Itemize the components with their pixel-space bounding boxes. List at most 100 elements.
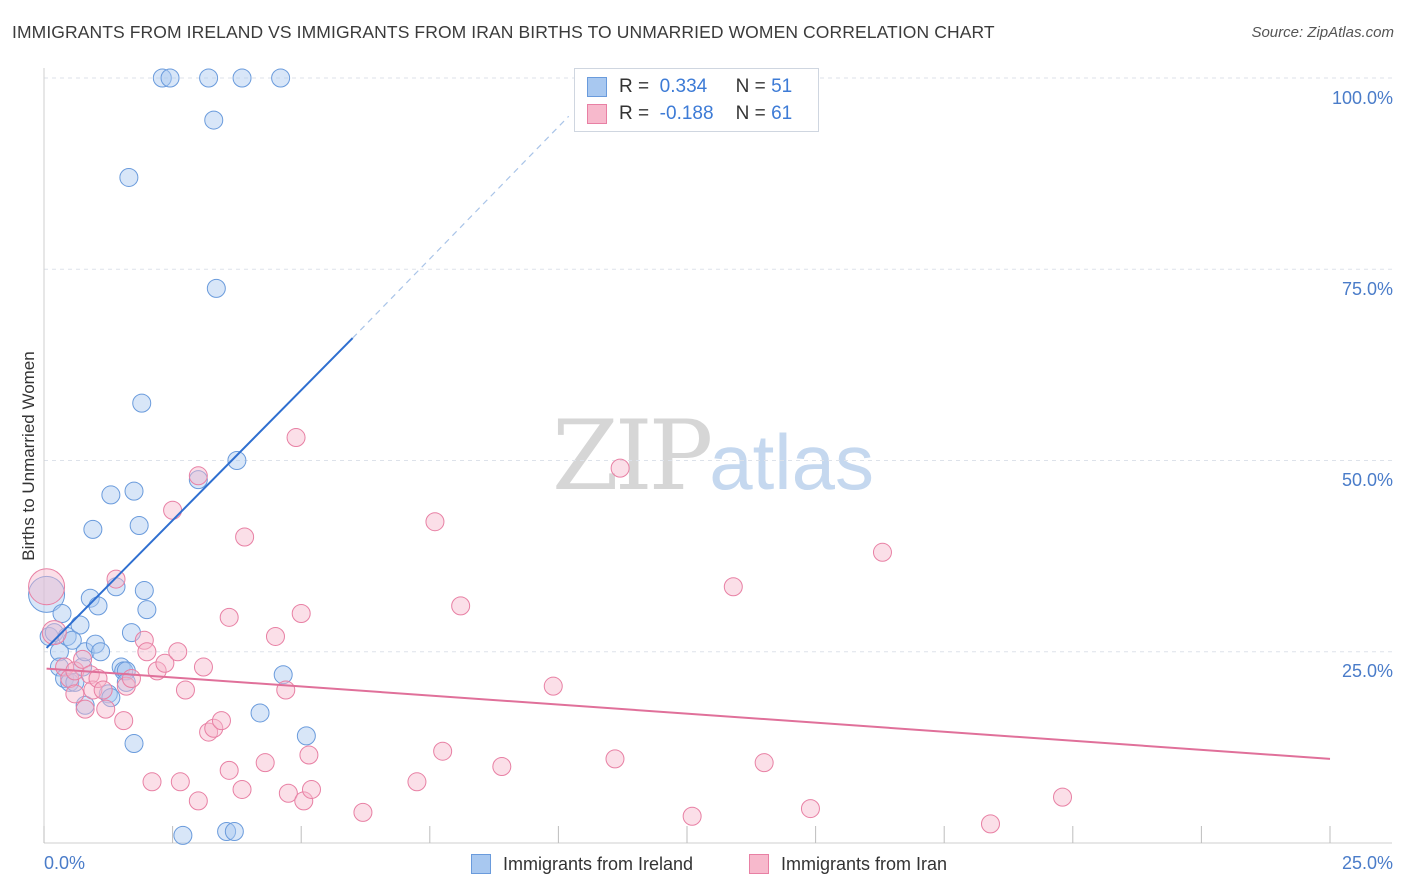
data-point-iran [682,806,702,826]
data-point-iran [301,779,321,799]
legend-n-value: 61 [771,103,793,124]
data-point-ireland [204,110,224,130]
chart-title: IMMIGRANTS FROM IRELAND VS IMMIGRANTS FR… [12,22,995,42]
data-point-iran [170,772,190,792]
watermark: ZIPatlas [552,400,874,512]
data-point-iran [235,527,255,547]
data-point-iran [286,428,306,448]
data-point-ireland [132,393,152,413]
data-point-iran [255,753,275,773]
y-tick-label: 25.0% [1342,661,1393,681]
data-point-ireland [224,822,244,842]
y-tick-label: 50.0% [1342,470,1393,490]
series-legend-ireland[interactable]: Immigrants from Ireland [471,852,693,876]
data-point-ireland [101,688,121,708]
data-point-iran [278,783,298,803]
data-point-iran [188,466,208,486]
data-points [28,68,1073,845]
data-point-ireland [124,734,144,754]
data-point-ireland [70,615,90,635]
data-point-iran [291,604,311,623]
data-point-ireland [75,642,95,662]
data-point-iran [28,568,66,606]
legend-n-value: 51 [771,76,793,97]
data-point-iran [204,718,224,738]
series-label-ireland: Immigrants from Ireland [503,853,694,874]
legend-n-label: N = [735,76,766,97]
data-point-iran [142,772,162,792]
data-point-ireland [137,600,157,620]
legend-r-label: R = [619,76,650,97]
data-point-ireland [80,588,100,608]
data-point-iran [265,626,285,646]
gridlines [44,77,1392,653]
correlation-legend: R = 0.334 N = 51 R = -0.188 N = 61 [574,68,819,132]
data-point-iran [980,814,1000,834]
data-point-iran [168,642,188,662]
trend-line-ireland [45,337,354,649]
data-point-ireland [91,642,111,662]
data-point-iran [55,657,75,677]
data-point-ireland [250,703,270,723]
data-point-ireland [119,167,139,187]
data-point-ireland [199,68,219,88]
data-point-ireland [101,485,121,505]
data-point-iran [175,680,195,700]
data-point-iran [75,699,95,719]
data-point-iran [433,741,453,761]
data-point-iran [605,749,625,769]
data-point-ireland [232,68,252,88]
legend-r-label: R = [619,103,650,124]
data-point-iran [294,791,314,811]
data-point-iran [88,669,108,689]
data-point-iran [155,653,175,673]
data-point-iran [83,680,103,700]
x-tick-label-min: 0.0% [44,853,85,873]
data-point-ireland [273,665,293,685]
data-point-iran [211,711,231,731]
data-point-iran [137,642,157,662]
x-tick-label-max: 25.0% [1342,853,1393,873]
data-point-iran [425,512,445,532]
data-point-ireland [217,822,237,842]
data-point-iran [188,791,208,811]
trend-lines [45,115,1331,760]
data-point-iran [219,607,239,627]
trend-line-iran [46,667,1331,760]
data-point-iran [163,500,183,520]
series-swatch-ireland [471,854,491,874]
data-point-iran [872,542,892,562]
data-point-iran [114,711,134,731]
data-point-ireland [227,451,247,470]
trend-line-extension-ireland [352,115,570,339]
data-point-ireland [134,581,154,601]
data-point-iran [407,772,427,792]
data-point-iran [451,596,471,616]
data-point-iran [353,802,373,822]
data-point-ireland [44,623,64,643]
data-point-iran [723,577,743,597]
data-point-iran [65,684,85,704]
legend-r-value: 0.334 [659,76,708,97]
data-point-iran [73,649,93,669]
watermark-zip: ZIP [552,400,713,512]
data-point-ireland [65,672,85,692]
series-label-iran: Immigrants from Iran [781,853,948,874]
data-point-iran [299,745,319,765]
y-tick-label: 100.0% [1332,88,1393,108]
data-point-iran [199,722,219,742]
data-point-ireland [206,278,226,298]
data-point-iran [219,760,239,780]
series-legend-iran[interactable]: Immigrants from Iran [749,852,947,876]
data-point-iran [232,779,252,799]
watermark-atlas: atlas [709,418,874,506]
data-point-iran [121,669,141,689]
legend-r-value: -0.188 [659,103,714,124]
data-point-ireland [173,825,193,845]
data-point-ireland [49,642,69,662]
data-point-ireland [160,68,180,88]
data-point-iran [543,676,563,696]
data-point-ireland [152,68,172,88]
legend-n-label: N = [735,103,766,124]
